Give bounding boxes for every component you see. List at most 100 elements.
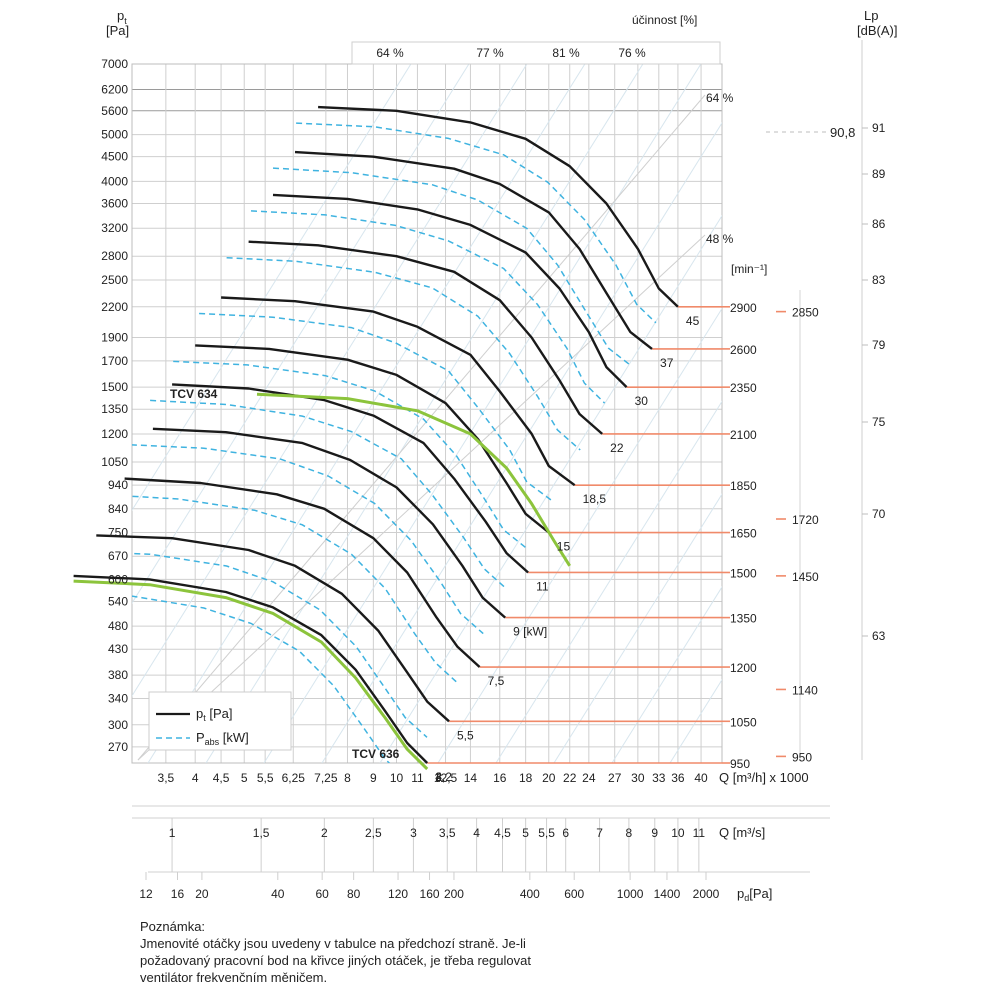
efficiency-lines xyxy=(137,94,706,761)
speed-label: 950 xyxy=(730,757,750,771)
y-axis-unit: [Pa] xyxy=(106,23,129,38)
power-label: 37 xyxy=(660,356,674,370)
pabs-curve-1050 xyxy=(132,552,428,738)
y-tick-label: 430 xyxy=(108,642,128,656)
diagonal-line xyxy=(553,493,722,763)
diagonal-line xyxy=(786,0,1000,763)
noise-tick-label: 75 xyxy=(872,415,886,429)
x-tick-flow-h: 5,5 xyxy=(257,771,274,785)
x-tick-flow-s: 9 xyxy=(651,826,658,840)
note-line: požadovaný pracovní bod na křivce jiných… xyxy=(140,953,531,968)
x-tick-pd: 16 xyxy=(171,887,185,901)
y-tick-label: 2800 xyxy=(101,249,128,263)
x-tick-pd: 1400 xyxy=(654,887,681,901)
noise-axis-unit: [dB(A)] xyxy=(857,23,897,38)
power-label: 15 xyxy=(557,540,571,554)
speed-label: 1350 xyxy=(730,612,757,626)
x-tick-pd: 2000 xyxy=(693,887,720,901)
note-title: Poznámka: xyxy=(140,919,206,934)
x-tick-flow-s: 5 xyxy=(522,826,529,840)
y-tick-label: 2200 xyxy=(101,300,128,314)
x-tick-flow-h: 11 xyxy=(411,771,424,785)
x-tick-flow-h: 40 xyxy=(694,771,708,785)
y-tick-label: 2500 xyxy=(101,273,128,287)
power-label: 22 xyxy=(610,441,624,455)
diagonal-line xyxy=(844,0,1000,763)
y-tick-label: 840 xyxy=(108,502,128,516)
x-tick-pd: 1000 xyxy=(617,887,644,901)
y-tick-label: 5000 xyxy=(101,128,128,142)
tcv-label: TCV 634 xyxy=(170,387,218,401)
efficiency-label-box xyxy=(351,41,721,65)
efficiency-line xyxy=(137,94,706,761)
speed-label: 2100 xyxy=(730,428,757,442)
y-tick-label: 670 xyxy=(108,549,128,563)
power-label: 9 [kW] xyxy=(513,625,547,639)
alt-speed-label: 1140 xyxy=(792,683,818,697)
y-tick-label: 1500 xyxy=(101,380,128,394)
efficiency-label: 77 % xyxy=(476,46,504,60)
pt-curve-1050 xyxy=(96,534,450,723)
y-tick-label: 480 xyxy=(108,619,128,633)
x-tick-pd: 80 xyxy=(347,887,361,901)
y-tick-label: 750 xyxy=(108,526,128,540)
x-tick-flow-s: 3,5 xyxy=(439,826,456,840)
x-tick-flow-s: 4 xyxy=(473,826,480,840)
diagonal-line xyxy=(437,307,722,763)
efficiency-label: 81 % xyxy=(552,46,580,60)
speed-label: 1850 xyxy=(730,479,757,493)
efficiency-label: 76 % xyxy=(618,46,646,60)
legend-box xyxy=(148,691,292,751)
x-tick-flow-s: 1,5 xyxy=(253,826,270,840)
x-tick-flow-h: 9 xyxy=(370,771,377,785)
x-tick-pd: 120 xyxy=(388,887,408,901)
pt-curve-2100 xyxy=(248,240,603,435)
y-tick-label: 300 xyxy=(108,718,128,732)
diagonal-line xyxy=(205,64,644,763)
x-tick-flow-s: 10 xyxy=(671,826,685,840)
x-tick-flow-s: 2 xyxy=(321,826,328,840)
diagonal-line xyxy=(321,122,722,763)
x-tick-pd: 12 xyxy=(139,887,153,901)
y-tick-label: 380 xyxy=(108,668,128,682)
power-label: 3 xyxy=(435,770,442,784)
power-label: 2,2 xyxy=(435,770,452,784)
pt-curve-1350 xyxy=(152,427,506,619)
x-tick-pd: 600 xyxy=(564,887,584,901)
diagonal-line xyxy=(728,0,1000,763)
power-label: 4 xyxy=(435,770,442,784)
y-tick-label: 340 xyxy=(108,691,128,705)
y-axis-label: pt xyxy=(117,8,127,26)
chart-grid xyxy=(131,0,1000,764)
x-tick-flow-h: 24 xyxy=(582,771,596,785)
y-tick-label: 940 xyxy=(108,478,128,492)
efficiency-label: 64 % xyxy=(376,46,404,60)
x-tick-flow-h: 8 xyxy=(344,771,351,785)
x-tick-flow-h: 3,5 xyxy=(158,771,175,785)
x-tick-pd: 160 xyxy=(420,887,440,901)
y-tick-label: 1350 xyxy=(101,402,128,416)
x-tick-pd: 60 xyxy=(315,887,329,901)
power-label: 18,5 xyxy=(583,492,607,506)
tcv-curve xyxy=(256,392,571,567)
x-axis-flow-h-label: Q [m³/h] x 1000 xyxy=(719,770,809,785)
legend-entry-pt: pt [Pa] xyxy=(196,706,233,723)
efficiency-label: 64 % xyxy=(706,91,734,105)
y-tick-label: 6200 xyxy=(101,82,128,96)
x-tick-flow-s: 5,5 xyxy=(538,826,555,840)
speed-label: 1650 xyxy=(730,527,757,541)
x-tick-flow-h: 20 xyxy=(542,771,556,785)
pabs-curve-2100 xyxy=(226,256,581,451)
pabs-curve-1850 xyxy=(199,312,554,502)
x-tick-flow-s: 11 xyxy=(693,826,706,840)
x-tick-flow-h: 18 xyxy=(519,771,533,785)
diagonal-line xyxy=(495,400,722,763)
speed-label: 1500 xyxy=(730,566,757,580)
pabs-curve-2350 xyxy=(250,210,606,404)
pt-curve-1200 xyxy=(124,477,481,668)
x-tick-flow-h: 5 xyxy=(241,771,248,785)
y-tick-label: 1200 xyxy=(101,427,128,441)
power-label: 7,5 xyxy=(488,674,505,688)
pabs-curve-2600 xyxy=(272,167,631,366)
y-tick-label: 4000 xyxy=(101,174,128,188)
